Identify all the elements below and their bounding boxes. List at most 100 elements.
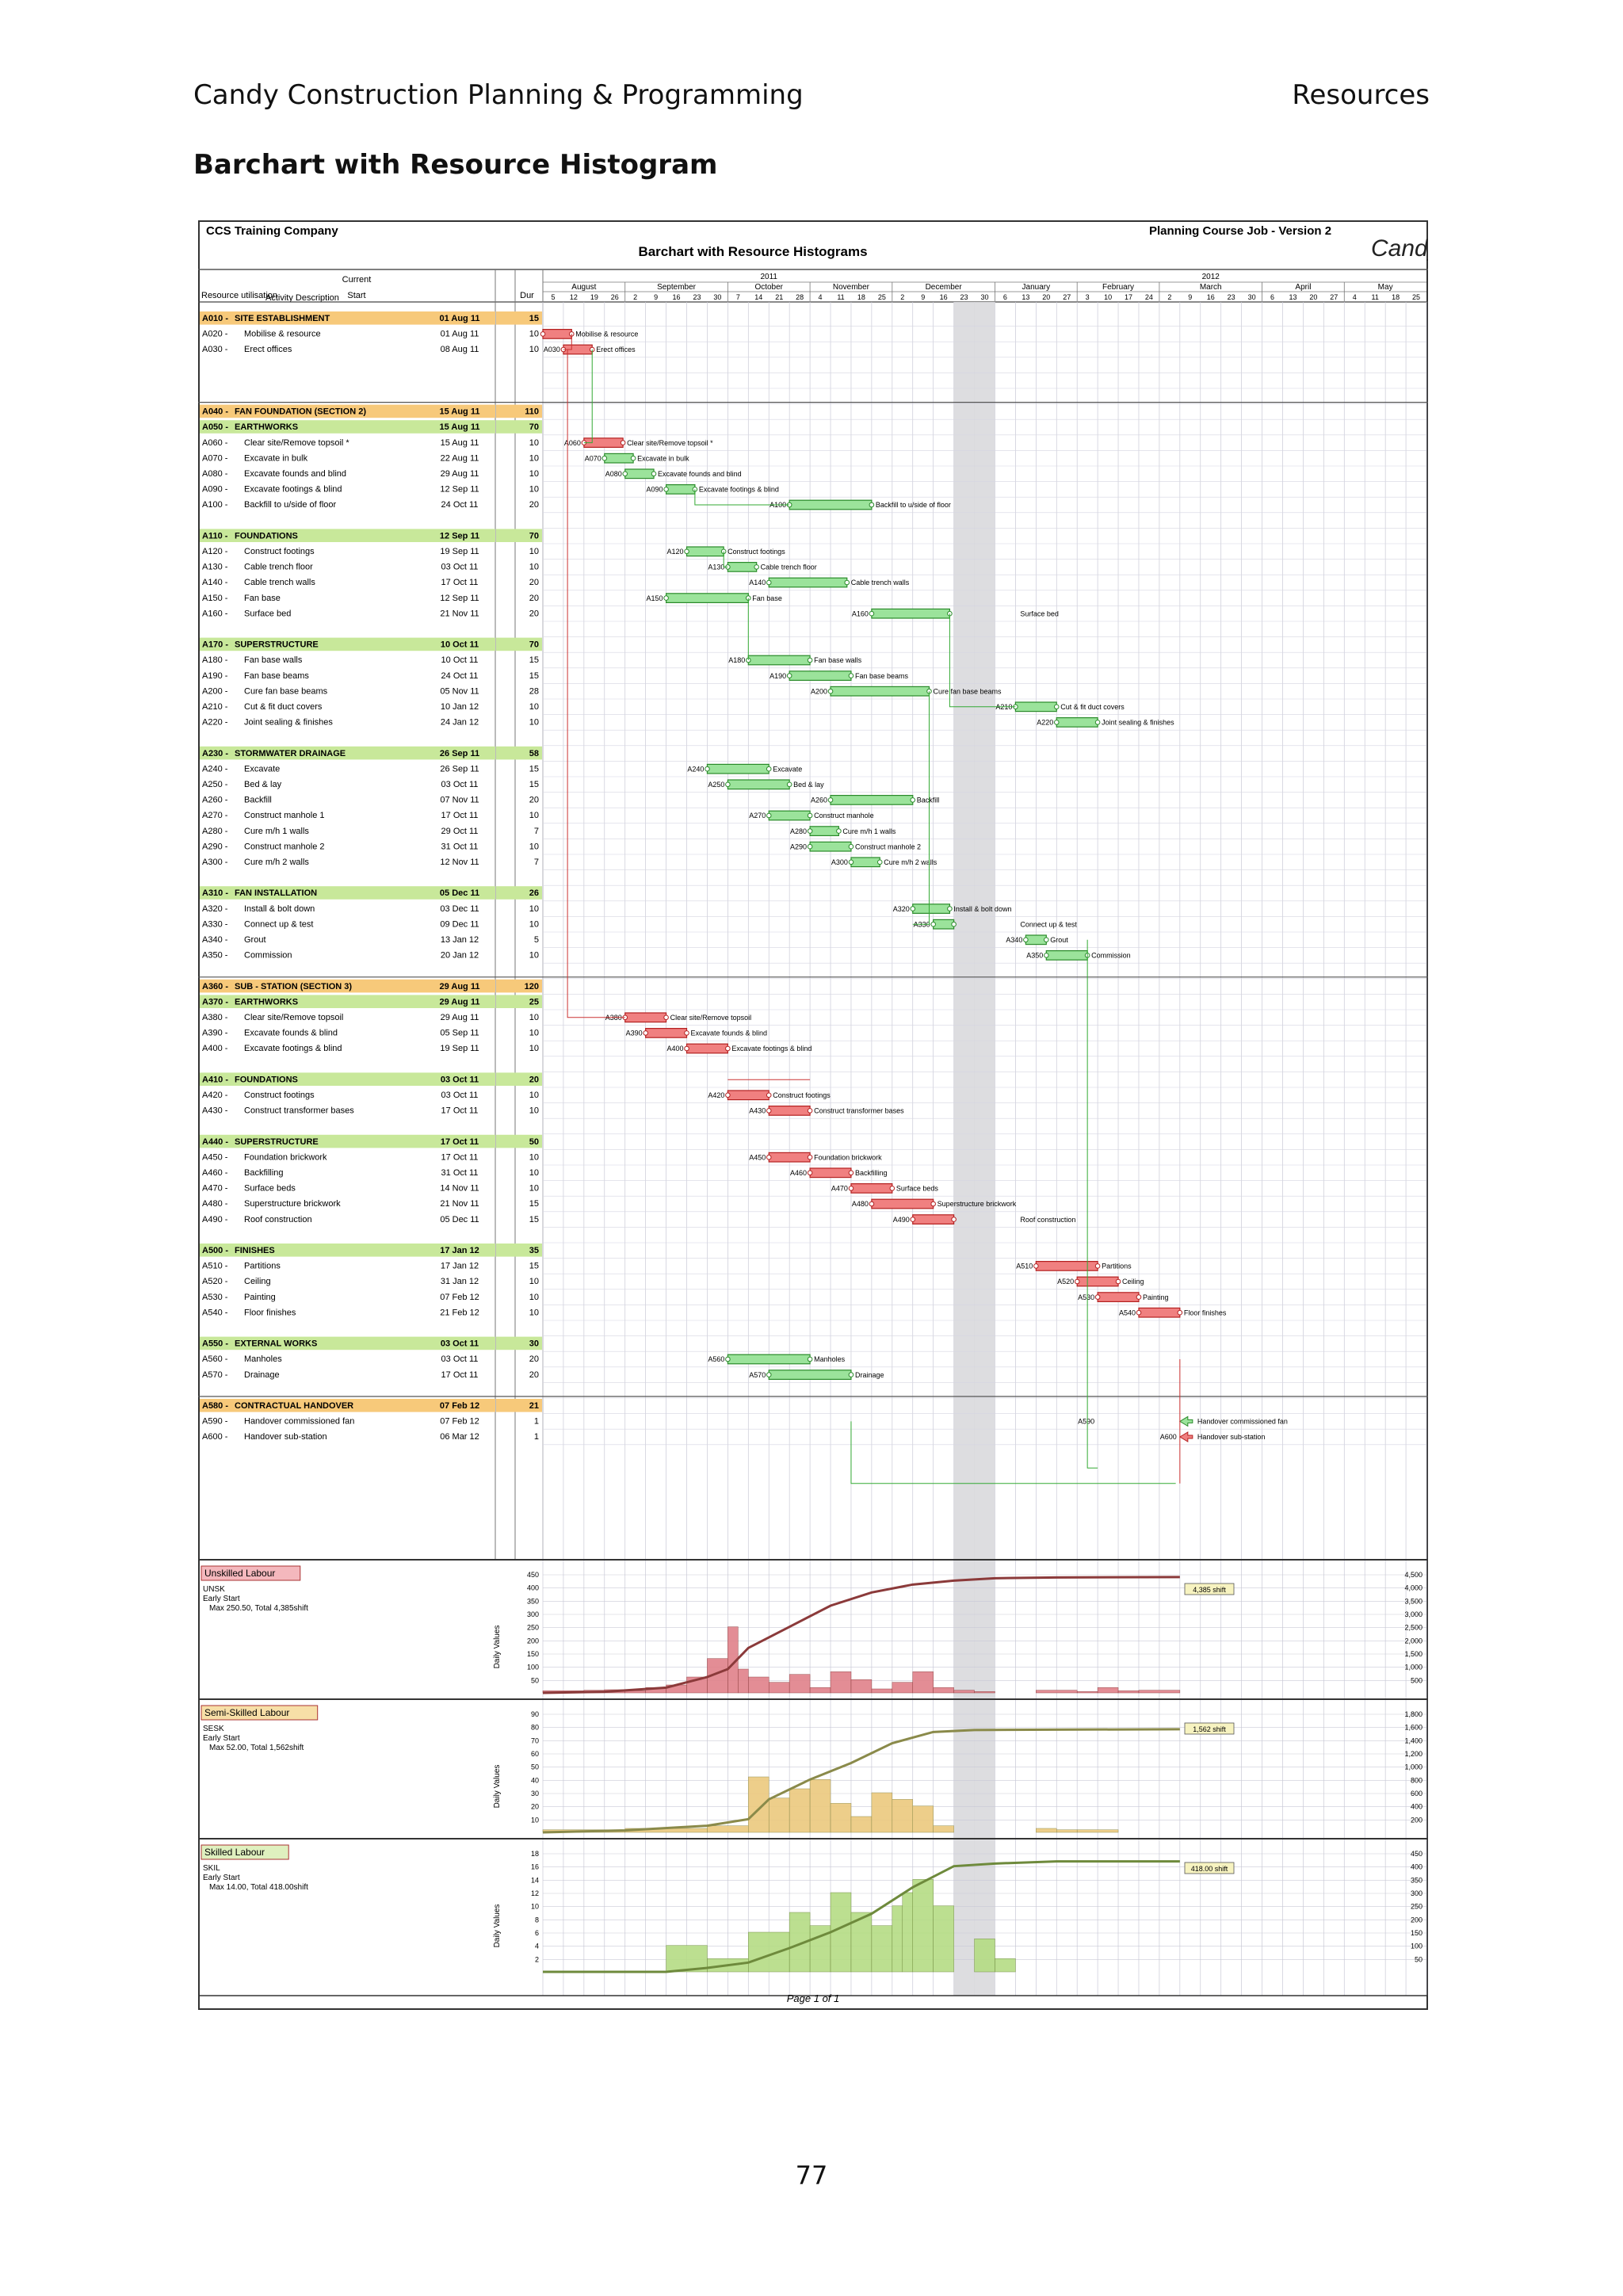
activity-start: 12 Sep 11 bbox=[440, 485, 479, 495]
bar-label: Construct transformer bases bbox=[814, 1107, 904, 1115]
bar-tag: A420 bbox=[708, 1091, 724, 1099]
activity-code: A570 - bbox=[202, 1370, 228, 1380]
right-tick: 500 bbox=[1411, 1676, 1423, 1684]
resource-summary: Max 250.50, Total 4,385shift bbox=[209, 1604, 308, 1613]
bar-tag: A030 bbox=[544, 346, 560, 353]
activity-description: SUPERSTRUCTURE bbox=[235, 1137, 319, 1147]
activity-duration: 15 bbox=[529, 780, 539, 789]
activity-duration: 10 bbox=[529, 951, 539, 961]
activity-duration: 10 bbox=[529, 345, 539, 354]
activity-duration: 10 bbox=[529, 1152, 539, 1162]
activity-duration: 20 bbox=[529, 1075, 539, 1084]
total-label: 1,562 shift bbox=[1193, 1725, 1226, 1733]
bar-label: Connect up & test bbox=[1020, 920, 1077, 928]
activity-code: A150 - bbox=[202, 594, 228, 603]
activity-duration: 10 bbox=[529, 1091, 539, 1100]
activity-duration: 10 bbox=[529, 547, 539, 556]
activity-code: A300 - bbox=[202, 858, 228, 867]
activity-code: A470 - bbox=[202, 1184, 228, 1194]
activity-bar bbox=[1035, 1260, 1098, 1271]
summary-row-band bbox=[200, 886, 495, 900]
bar-label: Cable trench floor bbox=[761, 563, 817, 571]
activity-code: A280 - bbox=[202, 827, 228, 836]
right-tick: 2,500 bbox=[1404, 1624, 1423, 1632]
activity-duration: 70 bbox=[529, 531, 539, 541]
activity-start: 15 Aug 11 bbox=[440, 407, 480, 417]
week-label: 16 bbox=[1207, 293, 1215, 301]
activity-code: A290 - bbox=[202, 842, 228, 851]
activity-start: 12 Sep 11 bbox=[440, 594, 479, 603]
histogram-bar bbox=[809, 1779, 831, 1833]
activity-description: Painting bbox=[244, 1293, 276, 1302]
activity-description: Drainage bbox=[244, 1370, 280, 1380]
week-label: 18 bbox=[1392, 293, 1400, 301]
activity-code: A310 - bbox=[202, 888, 228, 898]
bar-label: Backfilling bbox=[855, 1169, 888, 1177]
activity-description: Install & bolt down bbox=[244, 904, 315, 914]
activity-description: FAN FOUNDATION (SECTION 2) bbox=[235, 407, 366, 417]
right-tick: 1,000 bbox=[1404, 1664, 1423, 1671]
activity-description: Manholes bbox=[244, 1354, 282, 1364]
bar-label: Manholes bbox=[814, 1355, 846, 1363]
activity-code: A210 - bbox=[202, 702, 228, 712]
activity-description: CONTRACTUAL HANDOVER bbox=[235, 1401, 353, 1411]
activity-description: Bed & lay bbox=[244, 780, 282, 789]
activity-duration: 10 bbox=[529, 485, 539, 495]
month-label: September bbox=[657, 283, 697, 292]
right-tick: 400 bbox=[1411, 1803, 1423, 1811]
activity-duration: 7 bbox=[534, 827, 539, 836]
activity-description: Ceiling bbox=[244, 1277, 271, 1286]
histogram-bar bbox=[768, 1797, 790, 1833]
bar-label: Grout bbox=[1050, 936, 1068, 944]
activity-description: Surface bed bbox=[244, 609, 291, 618]
activity-bar bbox=[912, 904, 951, 914]
holiday-shading bbox=[953, 302, 995, 1996]
histogram-bar bbox=[748, 1776, 769, 1833]
activity-duration: 10 bbox=[529, 919, 539, 929]
histogram-bar bbox=[953, 1690, 975, 1694]
activity-duration: 110 bbox=[525, 407, 539, 417]
month-label: October bbox=[754, 283, 783, 292]
week-label: 26 bbox=[611, 293, 619, 301]
activity-duration: 28 bbox=[529, 686, 539, 696]
left-tick: 10 bbox=[531, 1903, 539, 1911]
week-label: 30 bbox=[713, 293, 721, 301]
left-tick: 14 bbox=[531, 1876, 539, 1884]
histogram-bar bbox=[1036, 1828, 1057, 1833]
activity-bar bbox=[1097, 1292, 1140, 1303]
activity-code: A090 - bbox=[202, 485, 228, 495]
bar-tag: A240 bbox=[687, 765, 704, 773]
activity-duration: 5 bbox=[534, 935, 539, 945]
histogram-bar bbox=[1097, 1687, 1119, 1694]
activity-duration: 10 bbox=[529, 811, 539, 820]
activity-description: Construct footings bbox=[244, 547, 315, 556]
week-label: 11 bbox=[1372, 293, 1379, 301]
activity-code: A580 - bbox=[202, 1401, 228, 1411]
bar-tag: A520 bbox=[1057, 1278, 1074, 1286]
resource-title: Semi-Skilled Labour bbox=[204, 1707, 289, 1718]
activity-description: Joint sealing & finishes bbox=[244, 718, 333, 728]
activity-start: 07 Feb 12 bbox=[440, 1401, 479, 1411]
histogram-bar bbox=[933, 1825, 954, 1833]
histogram-bar bbox=[1076, 1691, 1098, 1694]
left-tick: 18 bbox=[531, 1850, 539, 1858]
histogram-bar bbox=[1117, 1690, 1140, 1694]
activity-start: 03 Oct 11 bbox=[441, 1339, 479, 1349]
activity-code: A010 - bbox=[202, 314, 228, 323]
activity-code: A220 - bbox=[202, 718, 228, 728]
right-tick: 1,800 bbox=[1404, 1710, 1423, 1718]
activity-code: A550 - bbox=[202, 1339, 228, 1349]
candy-logo: Candy bbox=[1371, 235, 1428, 262]
activity-code: A240 - bbox=[202, 764, 228, 774]
histogram-bar bbox=[871, 1688, 893, 1694]
activity-duration: 70 bbox=[529, 422, 539, 432]
activity-bar bbox=[624, 468, 655, 479]
activity-code: A020 - bbox=[202, 330, 228, 339]
activity-code: A040 - bbox=[202, 407, 228, 417]
activity-start: 29 Aug 11 bbox=[440, 997, 480, 1007]
activity-duration: 120 bbox=[525, 982, 539, 991]
activity-description: Excavate in bulk bbox=[244, 453, 308, 463]
activity-description: Construct transformer bases bbox=[244, 1106, 354, 1116]
activity-description: SUB - STATION (SECTION 3) bbox=[235, 982, 352, 991]
activity-start: 17 Oct 11 bbox=[441, 578, 479, 587]
